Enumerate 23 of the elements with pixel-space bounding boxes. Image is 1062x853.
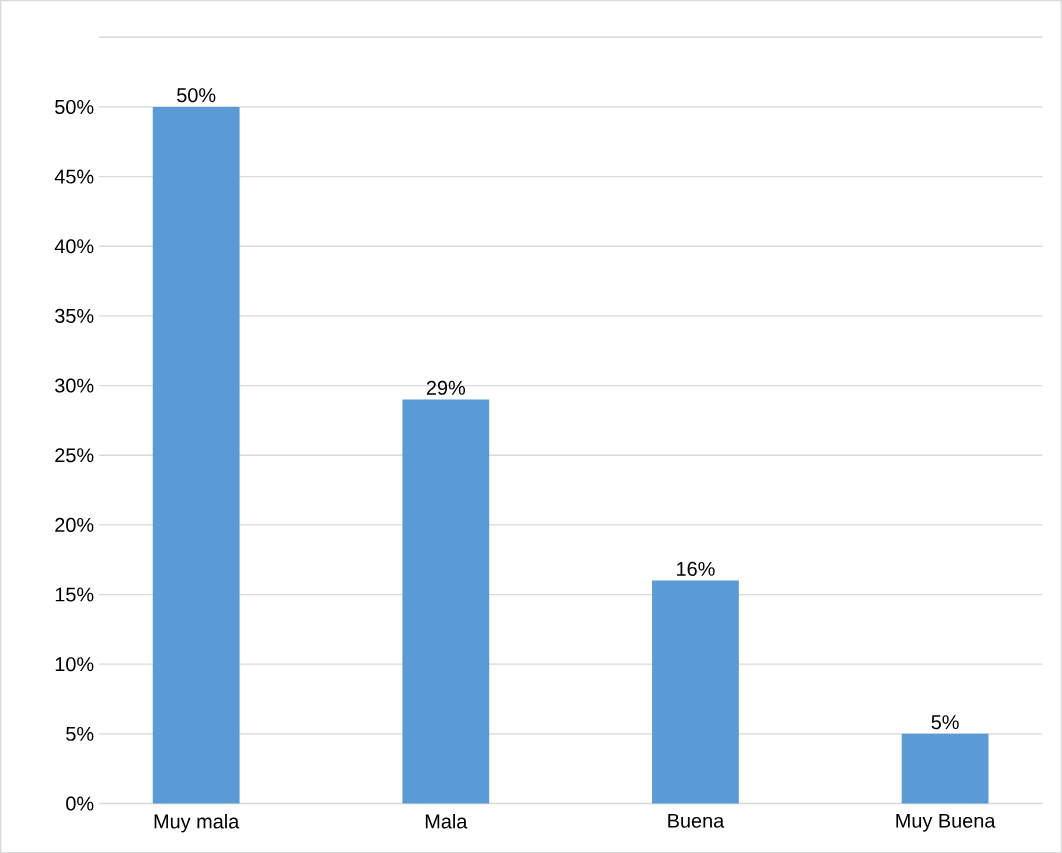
y-tick-label: 45%	[54, 169, 94, 184]
bar	[652, 580, 739, 804]
bar	[402, 399, 490, 804]
data-label: 5%	[931, 715, 959, 730]
data-label: 29%	[426, 380, 466, 395]
bar	[152, 106, 240, 804]
y-tick-label: 5%	[66, 726, 94, 741]
x-tick-label: Muy Buena	[896, 813, 996, 832]
data-label: 50%	[177, 88, 216, 103]
y-tick-label: 15%	[55, 587, 94, 602]
y-tick-label: 50%	[55, 99, 94, 114]
y-tick-label: 30%	[55, 378, 94, 393]
data-label: 16%	[677, 561, 715, 576]
y-tick-label: 0%	[66, 796, 94, 811]
y-tick-label: 25%	[55, 448, 94, 463]
x-tick-label: Muy mala	[154, 813, 240, 833]
y-tick-label: 35%	[55, 308, 94, 323]
bar	[901, 733, 989, 804]
y-tick-label: 10%	[55, 657, 94, 672]
y-tick-label: 20%	[55, 517, 94, 532]
x-tick-label: Mala	[425, 813, 468, 829]
x-tick-label: Buena	[668, 813, 725, 828]
y-tick-label: 40%	[54, 239, 94, 254]
